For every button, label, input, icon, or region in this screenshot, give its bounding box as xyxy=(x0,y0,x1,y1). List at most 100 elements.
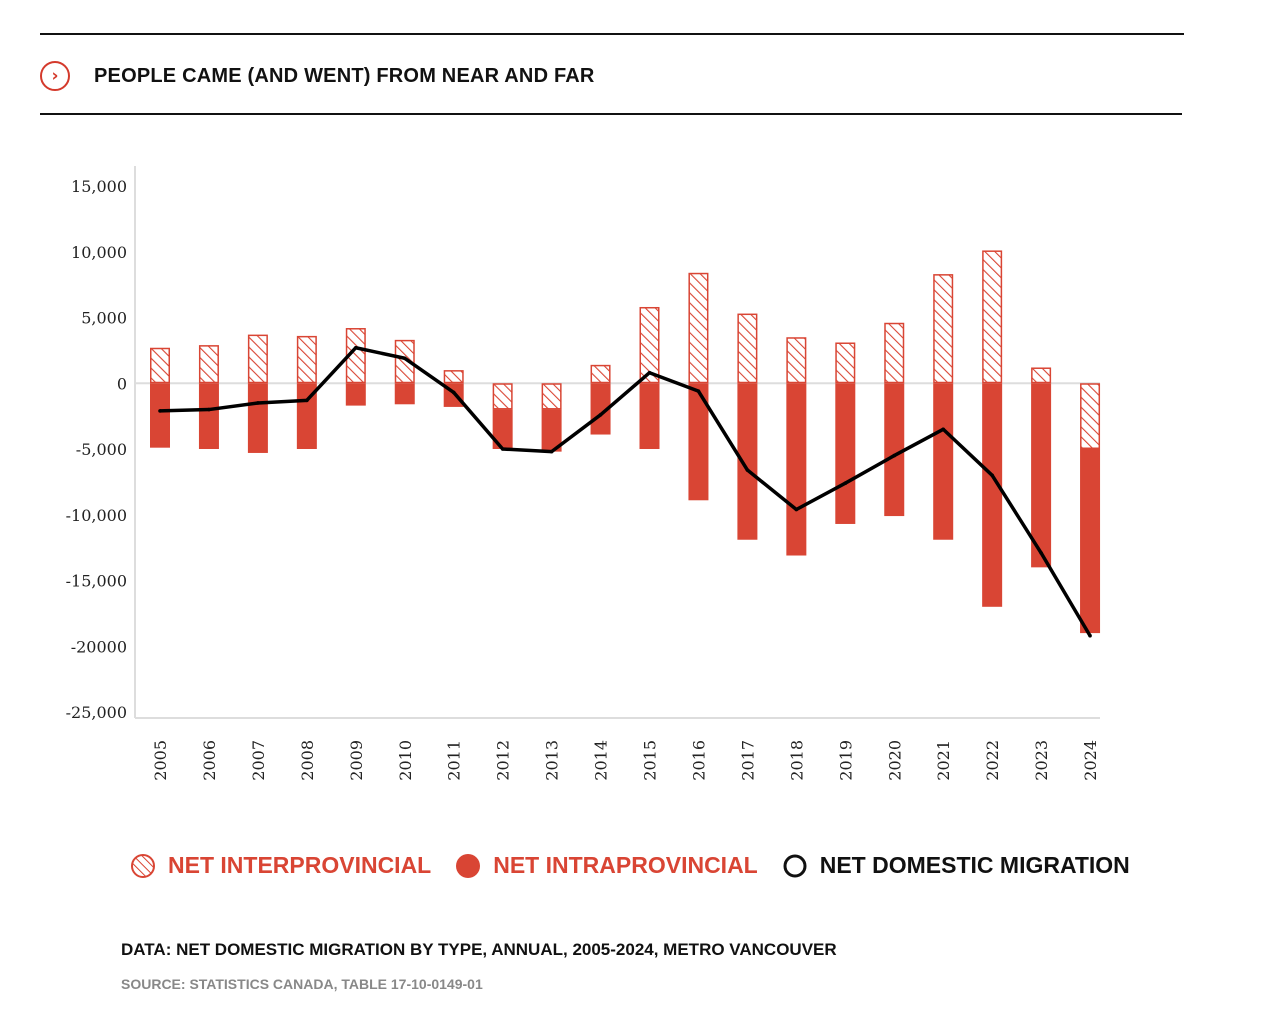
source-note: SOURCE: STATISTICS CANADA, TABLE 17-10-0… xyxy=(121,976,483,992)
bar-interprovincial-2013 xyxy=(541,383,562,410)
bar-interprovincial-2014 xyxy=(590,364,611,384)
bar-interprovincial-2016 xyxy=(688,272,709,384)
bar-interprovincial-2020 xyxy=(884,322,905,384)
bar-interprovincial-2022 xyxy=(982,250,1003,384)
x-tick-label-2009: 2009 xyxy=(347,740,366,781)
point-net-domestic-2014 xyxy=(598,413,603,417)
y-tick-label: -20000 xyxy=(71,637,127,656)
solid-circle-icon xyxy=(456,853,481,878)
y-tick-label: -15,000 xyxy=(66,572,127,591)
point-net-domestic-2020 xyxy=(892,453,897,458)
y-tick-label: -25,000 xyxy=(66,703,127,722)
bar-intraprovincial-2014 xyxy=(590,383,611,435)
x-tick-label-2017: 2017 xyxy=(738,740,757,781)
bar-interprovincial-2005 xyxy=(150,347,170,384)
bar-intraprovincial-2012 xyxy=(492,409,513,449)
bar-intraprovincial-2017 xyxy=(737,383,758,540)
x-tick-label-2024: 2024 xyxy=(1081,740,1100,781)
bar-intraprovincial-2023 xyxy=(1031,383,1052,568)
page-title: PEOPLE CAME (AND WENT) FROM NEAR AND FAR xyxy=(94,64,595,87)
x-tick-label-2019: 2019 xyxy=(836,740,855,781)
x-tick-label-2015: 2015 xyxy=(641,740,660,781)
bar-intraprovincial-2021 xyxy=(933,383,954,540)
bar-intraprovincial-2018 xyxy=(786,383,807,556)
x-tick-label-2005: 2005 xyxy=(151,740,170,781)
legend-label-domestic: NET DOMESTIC MIGRATION xyxy=(819,852,1130,878)
bar-intraprovincial-2020 xyxy=(884,383,905,517)
point-net-domestic-2017 xyxy=(745,468,750,472)
bar-interprovincial-2024 xyxy=(1080,383,1101,449)
point-net-domestic-2021 xyxy=(941,427,945,432)
hatched-circle-icon xyxy=(131,853,155,878)
bar-interprovincial-2008 xyxy=(296,335,317,384)
x-tick-label-2023: 2023 xyxy=(1032,740,1051,781)
legend-item-intraprovincial: NET INTRAPROVINCIAL xyxy=(455,852,758,879)
y-tick-label: 10,000 xyxy=(71,243,127,262)
bar-intraprovincial-2010 xyxy=(394,383,415,405)
bar-intraprovincial-2013 xyxy=(541,409,562,452)
y-tick-label: 15,000 xyxy=(71,177,127,196)
point-net-domestic-2005 xyxy=(158,409,162,413)
x-tick-label-2007: 2007 xyxy=(249,740,268,781)
x-tick-label-2020: 2020 xyxy=(885,740,904,781)
legend-item-domestic: NET DOMESTIC MIGRATION xyxy=(782,852,1130,879)
x-tick-label-2021: 2021 xyxy=(934,740,953,781)
header-rule xyxy=(40,113,1182,115)
bar-interprovincial-2023 xyxy=(1031,367,1052,384)
bar-interprovincial-2012 xyxy=(492,383,513,410)
bar-intraprovincial-2009 xyxy=(345,383,366,406)
point-net-domestic-2009 xyxy=(354,345,358,350)
y-tick-label: 0 xyxy=(117,374,127,393)
y-tick-label: -10,000 xyxy=(66,506,127,525)
legend-item-interprovincial: NET INTERPROVINCIAL xyxy=(130,852,431,879)
bar-intraprovincial-2024 xyxy=(1080,449,1101,634)
point-net-domestic-2006 xyxy=(207,407,211,412)
point-net-domestic-2007 xyxy=(256,401,260,405)
x-tick-label-2013: 2013 xyxy=(543,740,562,781)
point-net-domestic-2012 xyxy=(500,447,505,451)
bar-interprovincial-2006 xyxy=(198,345,219,384)
point-net-domestic-2013 xyxy=(549,449,554,454)
point-net-domestic-2011 xyxy=(451,390,456,395)
x-tick-label-2016: 2016 xyxy=(689,740,708,781)
point-net-domestic-2015 xyxy=(647,370,652,375)
bar-interprovincial-2021 xyxy=(933,274,954,384)
x-tick-label-2018: 2018 xyxy=(787,740,806,781)
bar-intraprovincial-2016 xyxy=(688,383,709,501)
bar-interprovincial-2017 xyxy=(737,313,758,384)
legend-label-intraprovincial: NET INTRAPROVINCIAL xyxy=(493,852,758,878)
top-rule xyxy=(40,33,1184,35)
point-net-domestic-2016 xyxy=(696,389,701,393)
point-net-domestic-2010 xyxy=(402,356,407,361)
x-tick-label-2008: 2008 xyxy=(298,740,317,781)
bar-intraprovincial-2007 xyxy=(247,383,268,453)
bar-intraprovincial-2019 xyxy=(835,383,856,524)
x-tick-label-2022: 2022 xyxy=(983,740,1002,781)
point-net-domestic-2019 xyxy=(843,481,848,485)
bar-intraprovincial-2015 xyxy=(639,383,660,449)
legend-label-interprovincial: NET INTERPROVINCIAL xyxy=(168,852,432,878)
bar-interprovincial-2007 xyxy=(247,334,268,384)
bar-interprovincial-2019 xyxy=(835,342,856,384)
ring-circle-icon xyxy=(783,854,807,877)
chart-header: › PEOPLE CAME (AND WENT) FROM NEAR AND F… xyxy=(40,56,595,96)
y-tick-label: -5,000 xyxy=(76,440,127,459)
y-tick-label: 5,000 xyxy=(81,309,127,328)
bar-interprovincial-2018 xyxy=(786,337,807,384)
series-line-net-domestic xyxy=(159,345,1092,637)
bar-intraprovincial-2006 xyxy=(198,383,219,449)
bar-intraprovincial-2005 xyxy=(150,383,170,448)
bar-interprovincial-2015 xyxy=(639,306,660,384)
point-net-domestic-2023 xyxy=(1039,551,1043,555)
bar-intraprovincial-2022 xyxy=(982,383,1003,607)
x-tick-label-2014: 2014 xyxy=(592,740,611,781)
point-net-domestic-2018 xyxy=(794,507,799,512)
migration-chart: 15,000 10,000 5,000 0 -5,000 -10,000 -15,000 -2… xyxy=(66,166,1101,781)
bar-interprovincial-2010 xyxy=(394,339,415,384)
data-description: DATA: NET DOMESTIC MIGRATION BY TYPE, AN… xyxy=(121,940,837,959)
point-net-domestic-2008 xyxy=(305,398,309,403)
chevron-right-icon[interactable]: › xyxy=(40,61,70,91)
x-tick-label-2011: 2011 xyxy=(445,740,464,781)
bar-interprovincial-2011 xyxy=(443,370,464,384)
x-tick-label-2006: 2006 xyxy=(200,740,219,781)
